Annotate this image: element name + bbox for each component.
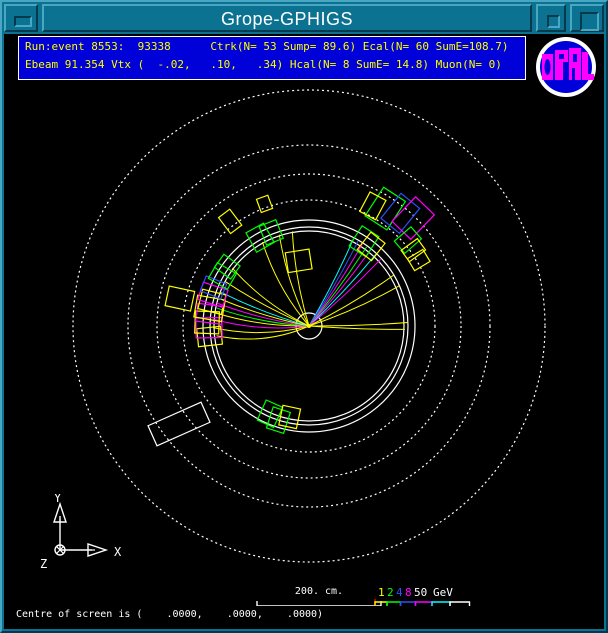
energy-legend-value: 2 <box>387 586 394 599</box>
window-minimize-button[interactable] <box>4 4 38 32</box>
charged-track <box>212 325 310 334</box>
energy-legend-units: GeV <box>433 586 453 599</box>
detector-ring-hcal-outer <box>156 173 462 479</box>
ecal-cluster-box <box>256 399 284 429</box>
hcal-cluster-box <box>217 208 243 235</box>
charged-track <box>308 240 359 327</box>
charged-track <box>308 274 395 327</box>
ecal-cluster-box <box>258 218 285 246</box>
title-bar[interactable]: Grope-GPHIGS <box>4 4 604 32</box>
ecal-cluster-boxes <box>193 218 386 435</box>
charged-track <box>308 238 354 327</box>
charged-track <box>218 298 310 327</box>
event-info-line-2: Ebeam 91.354 Vtx ( -.02, .10, .34) Hcal(… <box>25 58 502 71</box>
ecal-cluster-box <box>278 404 302 430</box>
charged-track <box>308 258 382 327</box>
hcal-cluster-box <box>380 192 421 235</box>
maximize-icon <box>580 12 599 31</box>
distance-scale-bar: 200. cm. <box>254 586 384 606</box>
axis-indicator: Y X Z <box>40 494 122 571</box>
energy-legend-value: 4 <box>396 586 403 599</box>
hcal-cluster-boxes <box>164 186 436 312</box>
charged-track <box>308 322 408 327</box>
detector-ring-jet-chamber-outer <box>209 226 409 426</box>
scale-bar-ruler <box>256 601 382 606</box>
charged-track <box>224 280 310 327</box>
ecal-cluster-box <box>213 253 241 280</box>
hcal-cluster-box <box>164 285 196 312</box>
charged-track <box>278 234 310 327</box>
charged-track <box>216 325 310 340</box>
event-info-banner: Run:event 8553: 93338 Ctrk(N= 53 Sump= 8… <box>18 36 526 80</box>
restore-icon <box>547 15 560 28</box>
ecal-cluster-box <box>348 224 380 258</box>
charged-track <box>261 241 310 327</box>
charged-track <box>308 246 368 327</box>
interaction-vertex <box>307 324 311 328</box>
centre-of-screen-text: Centre of screen is ( .0000, .0000, .000… <box>16 609 324 620</box>
energy-legend-value: 8 <box>405 586 412 599</box>
charged-track <box>308 325 405 330</box>
ecal-cluster-box <box>199 275 228 300</box>
axis-label-z: Z <box>40 557 47 571</box>
hcal-cluster-box <box>358 191 387 221</box>
minimize-icon <box>14 16 32 27</box>
energy-legend-swatches <box>374 599 471 606</box>
energy-legend-value: 50 <box>414 586 428 599</box>
charged-track <box>308 254 377 327</box>
charged-track <box>308 243 363 327</box>
detector-ring-muon-chamber-inner <box>127 144 491 508</box>
ecal-cluster-box <box>195 316 223 339</box>
detector-ring-hcal-inner <box>182 199 436 453</box>
detector-ring-jet-chamber-inner <box>213 230 405 422</box>
window-restore-button[interactable] <box>536 4 566 32</box>
axis-label-x: X <box>114 545 122 559</box>
event-display-canvas[interactable]: Run:event 8553: 93338 Ctrk(N= 53 Sump= 8… <box>4 34 604 606</box>
charged-track <box>221 291 310 327</box>
ecal-cluster-box <box>245 222 275 253</box>
title-plate: Grope-GPHIGS <box>42 4 532 32</box>
charged-track <box>216 307 310 327</box>
charged-tracks <box>212 231 408 340</box>
detector-diagram <box>72 89 546 563</box>
charged-track <box>308 285 400 327</box>
charged-track <box>214 312 310 327</box>
hcal-cluster-box <box>391 195 436 241</box>
ecal-cluster-box <box>284 248 313 274</box>
detector-ring-muon-chamber-outer <box>72 89 546 563</box>
axis-label-y: Y <box>54 494 62 505</box>
hcal-cluster-box <box>255 194 274 214</box>
charged-track <box>216 302 310 327</box>
window-maximize-button[interactable] <box>570 4 604 32</box>
status-bar: Centre of screen is ( .0000, .0000, .000… <box>4 606 604 629</box>
energy-legend-value: 1 <box>378 586 385 599</box>
hcal-cluster-box <box>393 225 423 255</box>
event-info-line-1: Run:event 8553: 93338 Ctrk(N= 53 Sump= 8… <box>25 40 509 53</box>
detector-rings <box>72 89 546 563</box>
detector-ring-ecal-outer <box>202 219 416 433</box>
hcal-cluster-box <box>364 186 407 231</box>
charged-track <box>231 267 310 327</box>
energy-scale-legend: 1 2 4 8 50 GeV <box>374 586 494 606</box>
muon-chamber-slab <box>147 401 211 447</box>
scale-bar-label: 200. cm. <box>294 586 344 597</box>
ecal-cluster-box <box>193 294 226 323</box>
charged-track <box>291 231 310 327</box>
window-title: Grope-GPHIGS <box>220 9 354 29</box>
ecal-cluster-box <box>207 261 238 291</box>
opal-logo <box>536 37 596 97</box>
ecal-cluster-box <box>356 231 386 262</box>
hcal-cluster-box <box>400 237 427 263</box>
hcal-cluster-box <box>406 248 431 272</box>
charged-track <box>308 249 372 327</box>
charged-track <box>214 318 310 329</box>
